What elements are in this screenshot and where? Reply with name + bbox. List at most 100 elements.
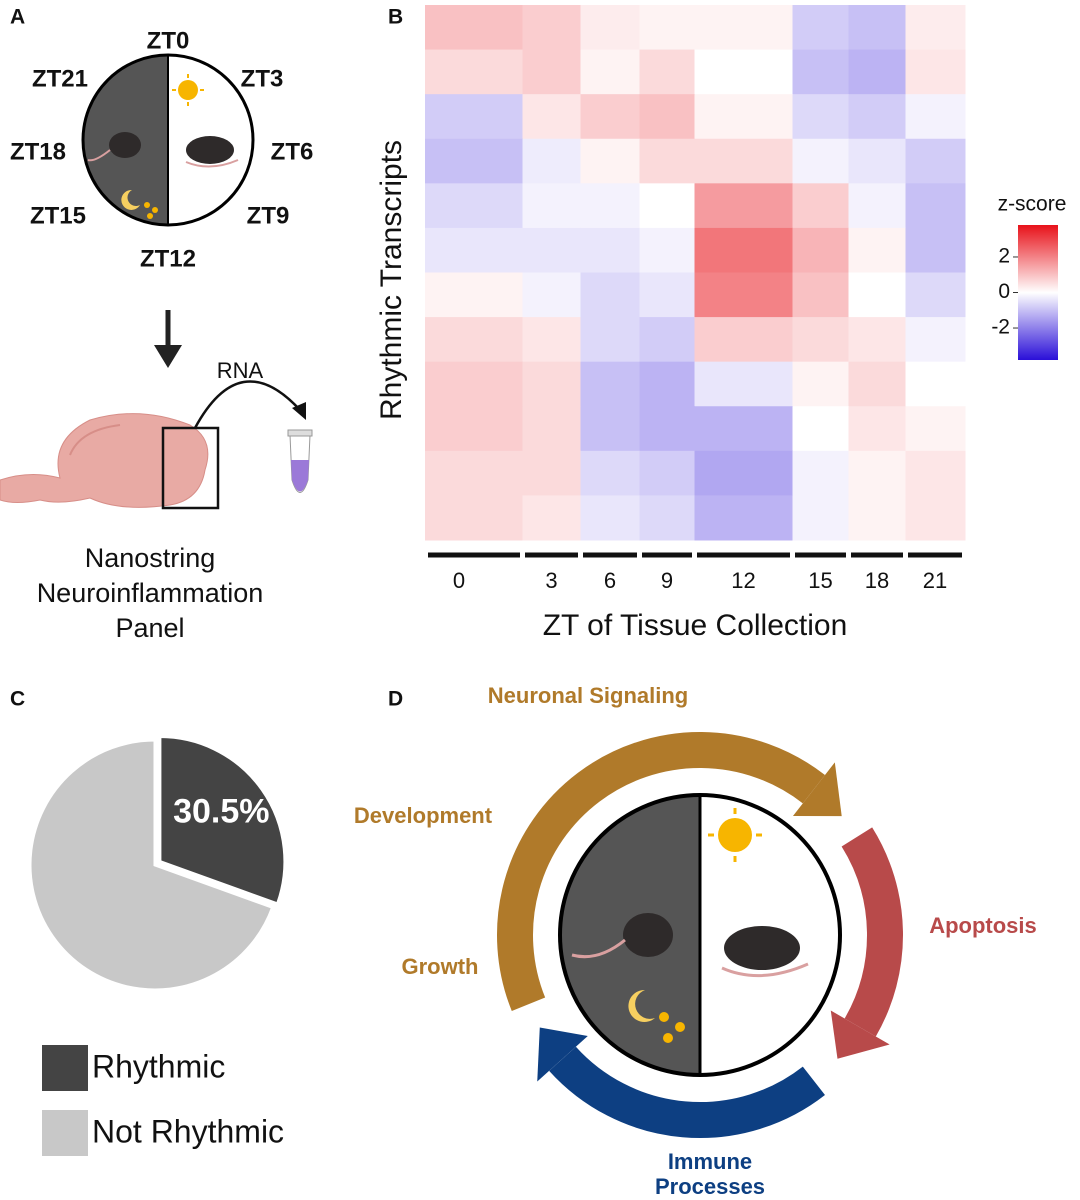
x-tick-label: 21: [923, 568, 947, 593]
heatmap-cell: [425, 138, 523, 184]
heatmap-cell: [848, 406, 906, 452]
heatmap-cell: [848, 450, 906, 496]
heatmap-cell: [639, 495, 695, 541]
x-tick-label: 12: [731, 568, 755, 593]
x-tick-label: 9: [661, 568, 673, 593]
x-tick-label: 3: [545, 568, 557, 593]
heatmap-cell: [522, 49, 581, 95]
heatmap-cell: [792, 183, 849, 229]
heatmap-cell: [425, 94, 523, 140]
heatmap-cell: [694, 49, 793, 95]
heatmap-cell: [848, 361, 906, 407]
heatmap-cell: [639, 49, 695, 95]
colorbar: [1018, 225, 1058, 360]
heatmap-cell: [522, 227, 581, 273]
heatmap-cell: [848, 317, 906, 363]
heatmap-cell: [522, 450, 581, 496]
colorbar-tick-label: -2: [991, 316, 1010, 339]
heatmap-cell: [639, 361, 695, 407]
heatmap-cell: [905, 138, 966, 184]
clock-label: ZT0: [147, 27, 190, 54]
heatmap-cell: [522, 361, 581, 407]
heatmap-cell: [848, 272, 906, 318]
heatmap-cell: [639, 406, 695, 452]
heatmap-cell: [905, 361, 966, 407]
arrow-head: [537, 1027, 588, 1082]
heatmap-cell: [848, 495, 906, 541]
x-tick-label: 18: [865, 568, 889, 593]
heatmap-cell: [425, 272, 523, 318]
heatmap-cell: [792, 450, 849, 496]
heatmap-cell: [580, 49, 640, 95]
heatmap-cell: [522, 5, 581, 51]
heatmap-cell: [694, 450, 793, 496]
heatmap-cell: [522, 317, 581, 363]
colorbar-tick-label: 2: [998, 245, 1010, 268]
heatmap-cell: [425, 495, 523, 541]
heatmap-cell: [694, 406, 793, 452]
heatmap-cell: [425, 49, 523, 95]
heatmap-cell: [792, 317, 849, 363]
heatmap-cell: [580, 450, 640, 496]
clock-label: ZT18: [10, 138, 66, 165]
process-label: Processes: [655, 1174, 765, 1199]
heatmap-cell: [425, 406, 523, 452]
day-night-circle: [558, 793, 842, 1077]
arrow-head: [792, 762, 842, 817]
slice-label: 30.5%: [173, 792, 269, 830]
heatmap-cell: [639, 5, 695, 51]
clock-label: ZT3: [241, 65, 284, 92]
pie-slice: [158, 735, 287, 906]
caption: Panel: [115, 613, 184, 643]
process-label: Development: [354, 803, 493, 828]
heatmap-cell: [694, 272, 793, 318]
process-label: Immune: [668, 1149, 752, 1174]
heatmap-cell: [848, 94, 906, 140]
heatmap-cell: [580, 406, 640, 452]
heatmap-cell: [792, 227, 849, 273]
heatmap-cell: [580, 138, 640, 184]
heatmap-cell: [580, 361, 640, 407]
heatmap-cell: [580, 227, 640, 273]
heatmap-cell: [425, 317, 523, 363]
heatmap-cell: [694, 361, 793, 407]
heatmap-cell: [694, 183, 793, 229]
heatmap-cell: [905, 450, 966, 496]
heatmap-cell: [425, 361, 523, 407]
heatmap-cell: [639, 272, 695, 318]
rna-label: RNA: [217, 358, 264, 383]
heatmap-cell: [580, 5, 640, 51]
process-arrow: [841, 827, 903, 1037]
heatmap-cell: [792, 49, 849, 95]
heatmap-cell: [522, 406, 581, 452]
heatmap-cell: [792, 406, 849, 452]
heatmap-cell: [792, 94, 849, 140]
heatmap-cell: [694, 317, 793, 363]
heatmap-cell: [694, 5, 793, 51]
heatmap-cell: [639, 450, 695, 496]
heatmap-cell: [522, 495, 581, 541]
heatmap-cell: [580, 272, 640, 318]
heatmap-cell: [694, 138, 793, 184]
x-tick-label: 0: [453, 568, 465, 593]
panel-letter: A: [10, 6, 25, 29]
clock-label: ZT6: [271, 138, 314, 165]
heatmap-cell: [639, 317, 695, 363]
panel-letter: C: [10, 688, 25, 711]
colorbar-title: z-score: [998, 193, 1067, 216]
caption: Neuroinflammation: [37, 578, 264, 608]
heatmap-cell: [905, 272, 966, 318]
process-label: Apoptosis: [929, 913, 1037, 938]
legend-swatch: [42, 1110, 88, 1156]
x-tick-label: 15: [808, 568, 832, 593]
heatmap-cell: [905, 5, 966, 51]
colorbar-tick-label: 0: [998, 280, 1010, 303]
heatmap-cell: [639, 138, 695, 184]
heatmap-cell: [848, 138, 906, 184]
heatmap-cell: [522, 272, 581, 318]
clock-label: ZT12: [140, 245, 196, 272]
heatmap-cell: [425, 450, 523, 496]
heatmap-cell: [905, 495, 966, 541]
heatmap-cell: [639, 183, 695, 229]
